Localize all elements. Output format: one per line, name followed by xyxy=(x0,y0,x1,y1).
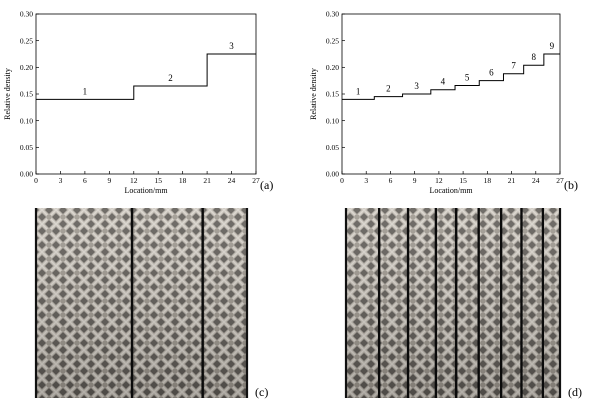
x-tick-label: 21 xyxy=(203,176,211,185)
x-tick-label: 15 xyxy=(459,176,467,185)
density-step-line xyxy=(36,53,256,100)
segment-label: 2 xyxy=(168,73,173,83)
segment-label: 1 xyxy=(356,86,361,96)
chart-b: 0 3 6 9 12 15 18 21 24 270.000.050.100.150.200.25… xyxy=(309,10,578,195)
y-tick-label: 0.20 xyxy=(20,63,33,72)
x-tick-label: 0 xyxy=(34,176,38,185)
lattice-photo-c: (c) xyxy=(34,208,268,399)
x-tick-label: 27 xyxy=(556,176,564,185)
x-tick-label: 6 xyxy=(83,176,87,185)
y-tick-label: 0.25 xyxy=(326,36,339,45)
x-tick-label: 24 xyxy=(228,176,236,185)
x-tick-label: 27 xyxy=(252,176,260,185)
segment-label: 6 xyxy=(489,68,494,78)
lattice-shading xyxy=(36,208,247,398)
segment-label: 7 xyxy=(511,61,516,71)
y-tick-label: 0.30 xyxy=(326,10,339,19)
panel-label: (d) xyxy=(568,385,582,399)
panel-label: (a) xyxy=(260,178,273,192)
y-tick-label: 0.20 xyxy=(326,63,339,72)
x-tick-label: 9 xyxy=(107,176,111,185)
x-tick-label: 6 xyxy=(389,176,393,185)
segment-label: 4 xyxy=(441,77,446,87)
segment-label: 1 xyxy=(83,86,88,96)
segment-label: 8 xyxy=(532,52,537,62)
density-step-line xyxy=(342,53,560,100)
x-tick-label: 12 xyxy=(435,176,443,185)
y-tick-label: 0.00 xyxy=(326,170,339,179)
segment-label: 9 xyxy=(550,41,555,51)
y-tick-label: 0.25 xyxy=(20,36,33,45)
segment-label: 3 xyxy=(229,41,234,51)
segment-label: 5 xyxy=(465,72,470,82)
panel-label: (b) xyxy=(564,178,578,192)
segment-label: 2 xyxy=(386,84,391,94)
y-tick-label: 0.15 xyxy=(20,90,33,99)
y-tick-label: 0.15 xyxy=(326,90,339,99)
panel-label: (c) xyxy=(255,385,268,399)
x-axis-label: Location/mm xyxy=(429,186,473,195)
plot-frame xyxy=(35,13,257,175)
plot-frame xyxy=(341,13,561,175)
y-axis-label: Relative density xyxy=(309,68,318,120)
x-tick-label: 9 xyxy=(413,176,417,185)
y-tick-label: 0.10 xyxy=(326,116,339,125)
x-tick-label: 0 xyxy=(340,176,344,185)
x-tick-label: 18 xyxy=(179,176,187,185)
y-tick-label: 0.10 xyxy=(20,116,33,125)
x-tick-label: 24 xyxy=(532,176,540,185)
x-tick-label: 12 xyxy=(130,176,138,185)
segment-label: 3 xyxy=(414,81,419,91)
y-tick-label: 0.05 xyxy=(20,143,33,152)
y-tick-label: 0.30 xyxy=(20,10,33,19)
lattice-photo-d: (d) xyxy=(344,208,582,399)
x-axis-label: Location/mm xyxy=(124,186,168,195)
chart-a: 0 3 6 9 12 15 18 21 24 270.000.050.100.150.200.25… xyxy=(3,10,273,195)
lattice-shading xyxy=(346,208,560,398)
x-tick-label: 3 xyxy=(59,176,63,185)
y-axis-label: Relative density xyxy=(3,68,12,120)
x-tick-label: 21 xyxy=(508,176,516,185)
x-tick-label: 15 xyxy=(154,176,162,185)
x-tick-label: 18 xyxy=(484,176,492,185)
x-tick-label: 3 xyxy=(364,176,368,185)
y-tick-label: 0.05 xyxy=(326,143,339,152)
y-tick-label: 0.00 xyxy=(20,170,33,179)
